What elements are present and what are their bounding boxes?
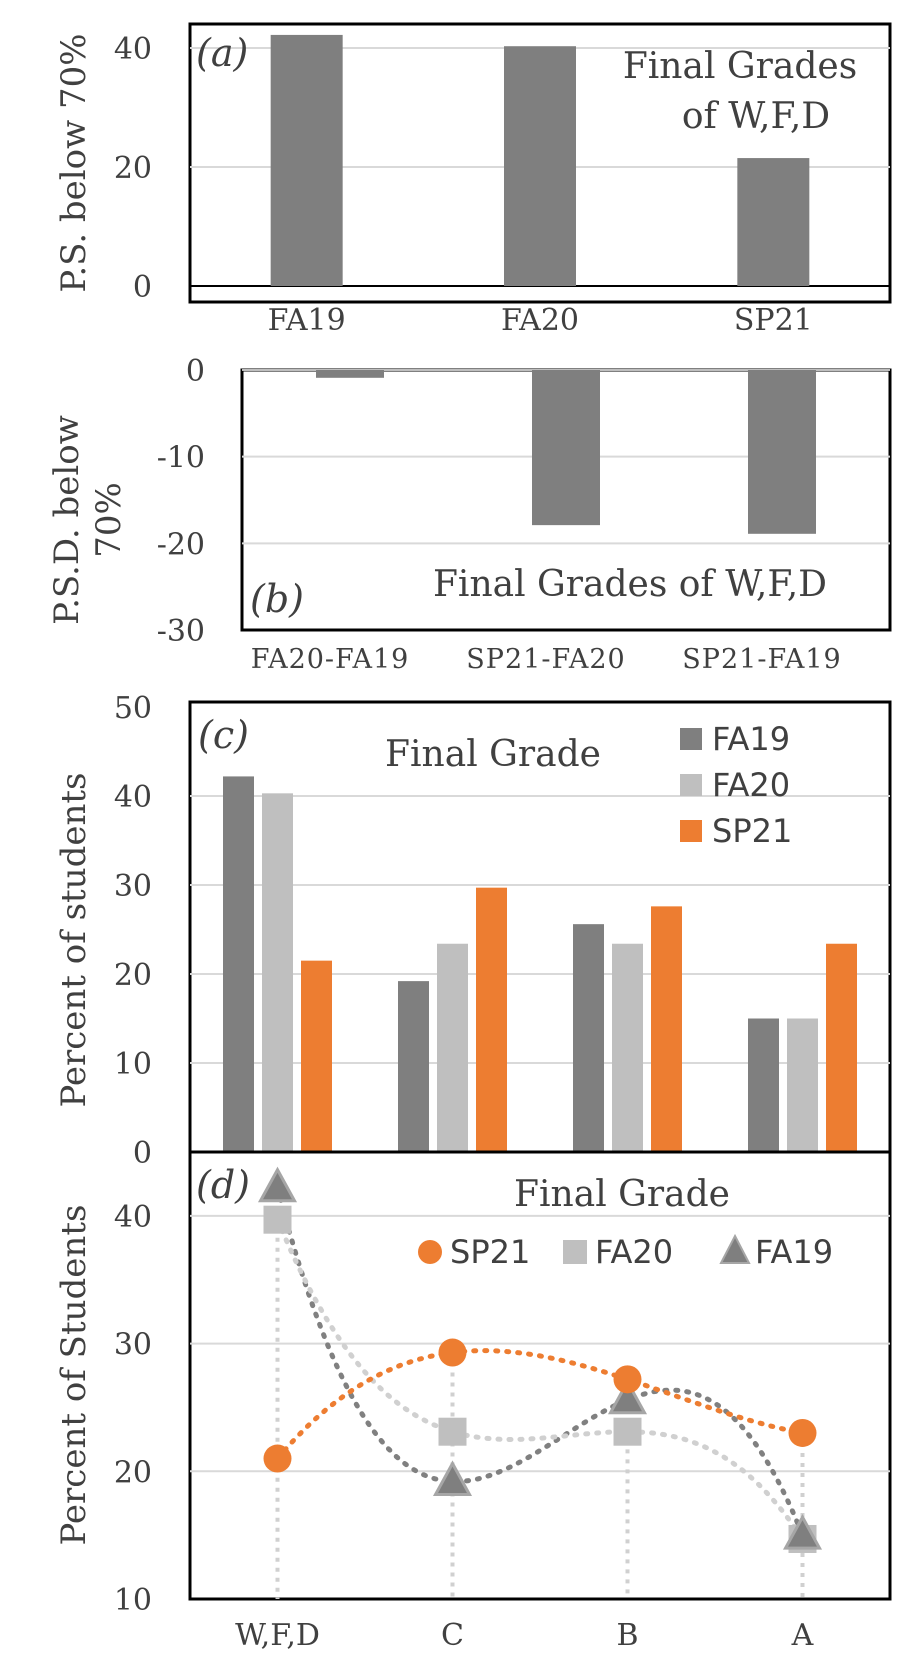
panel-d: 10 20 30 40 W,F,D C B A Percent of Students (d… (54, 1150, 892, 1653)
panel-c-bar-sp21-w-f-d (301, 960, 332, 1152)
panel-a-ytick: 40 (114, 32, 152, 67)
panel-d-legend-label-fa19: FA19 (755, 1233, 833, 1271)
panel-a-ytick: 0 (133, 270, 152, 305)
panel-c-ytick: 40 (114, 780, 152, 815)
panel-c-ytick: 20 (114, 958, 152, 993)
panel-d-ylabel: Percent of Students (54, 1205, 94, 1546)
panel-d-point-sp21-w-f-d (263, 1444, 292, 1473)
panel-b-bar-sp21-fa20 (532, 370, 600, 526)
panel-b-xtick-sp21-fa19: SP21-FA19 (682, 644, 841, 675)
panel-c-bar-fa19-a (748, 1018, 779, 1152)
panel-b-ytick: -30 (157, 614, 205, 649)
panel-d-ytick: 10 (114, 1583, 152, 1618)
panel-c-bar-fa20-w-f-d (262, 793, 293, 1152)
panel-c-bar-sp21-a (826, 943, 857, 1152)
panel-b-ylabel-line-1: P.S.D. below (47, 415, 87, 625)
panel-d-trend-fa20 (275, 1217, 805, 1542)
panel-d-point-fa20-c (438, 1417, 467, 1446)
panel-c: 0 10 20 30 40 50 Percent of students (c) Fina… (54, 691, 892, 1171)
panel-c-bar-fa19-b (573, 924, 604, 1152)
panel-c-legend-label-sp21: SP21 (712, 812, 792, 850)
panel-d-xtick-b: B (616, 1618, 638, 1653)
panel-c-bar-fa19-c (398, 981, 429, 1152)
panel-d-ytick: 40 (114, 1200, 152, 1235)
panel-d-xtick-a: A (791, 1618, 814, 1653)
panel-c-ylabel: Percent of students (54, 772, 94, 1107)
panel-d-xtick-w-f-d: W,F,D (235, 1618, 320, 1653)
panel-c-legend-swatch-fa20 (680, 774, 702, 796)
panel-d-legend: SP21 FA20 FA19 (418, 1233, 833, 1271)
panel-c-legend-swatch-sp21 (680, 820, 702, 842)
panel-d-point-fa19-a (782, 1514, 823, 1550)
panel-d-legend-marker-sp21 (418, 1240, 442, 1264)
panel-a-xtick-fa20: FA20 (501, 303, 579, 338)
panel-d-legend-label-fa20: FA20 (595, 1233, 673, 1271)
panel-b-xtick-sp21-fa20: SP21-FA20 (466, 644, 625, 675)
panel-c-bar-sp21-b (651, 906, 682, 1152)
panel-a-ylabel: P.S. below 70% (54, 33, 94, 292)
panel-a-letter: (a) (196, 31, 248, 75)
panel-a-annotation-line-2: of W,F,D (682, 96, 830, 137)
panel-a-xtick-sp21: SP21 (734, 303, 813, 338)
panel-b-ytick: -10 (157, 441, 205, 476)
panel-a: 0 20 40 FA19 FA20 SP21 P.S. below 70% (a) Fi… (54, 22, 892, 338)
panel-b-annotation: Final Grades of W,F,D (433, 564, 827, 605)
panel-d-trend-sp21 (275, 1348, 805, 1461)
panel-c-legend-swatch-fa19 (680, 728, 702, 750)
panel-a-bar-fa19 (270, 34, 343, 286)
panel-d-legend-marker-fa19 (719, 1233, 751, 1264)
panel-d-point-fa20-b (613, 1417, 642, 1446)
panel-d-point-fa19-b (607, 1378, 648, 1415)
panel-a-frame (188, 22, 892, 304)
panel-d-letter: (d) (196, 1163, 250, 1207)
panel-a-bar-fa20 (504, 46, 576, 287)
panel-c-legend: FA19 FA20 SP21 (680, 720, 792, 850)
panel-a-bar-sp21 (737, 158, 810, 286)
panel-d-ytick: 20 (114, 1455, 152, 1490)
panel-b-letter: (b) (250, 577, 304, 621)
panel-d-point-sp21-a (788, 1418, 817, 1447)
panel-c-annotation: Final Grade (385, 734, 601, 775)
panel-b-ytick: -20 (157, 527, 205, 562)
panel-c-ytick: 30 (114, 869, 152, 904)
panel-c-bar-fa20-b (612, 943, 643, 1152)
panel-d-annotation: Final Grade (514, 1174, 730, 1215)
panel-d-point-sp21-c (438, 1338, 467, 1367)
panel-c-letter: (c) (198, 713, 249, 757)
panel-c-ytick: 50 (114, 691, 152, 726)
panel-d-point-sp21-b (613, 1365, 642, 1394)
panel-d-point-fa19-w-f-d (257, 1166, 298, 1203)
panel-d-point-fa20-w-f-d (263, 1205, 292, 1234)
panel-a-ytick: 20 (114, 151, 152, 186)
panel-c-legend-label-fa20: FA20 (712, 766, 790, 804)
panel-a-xtick-fa19: FA19 (268, 303, 346, 338)
panel-b-bar-sp21-fa19 (748, 370, 816, 534)
panel-b-ytick: 0 (186, 354, 205, 389)
panel-c-ytick: 0 (133, 1136, 152, 1171)
panel-c-legend-label-fa19: FA19 (712, 720, 790, 758)
panel-a-annotation-line-1: Final Grades (623, 46, 857, 87)
panel-c-bar-fa19-w-f-d (223, 776, 254, 1152)
panel-d-legend-label-sp21: SP21 (450, 1233, 530, 1271)
panel-d-frame (188, 1150, 892, 1601)
panel-d-ytick: 30 (114, 1328, 152, 1363)
panel-d-trend-fa19 (275, 1185, 805, 1538)
panel-b-ylabel-line-2: 70% (89, 482, 129, 558)
panel-d-legend-marker-fa20 (563, 1240, 587, 1264)
panel-c-bar-fa20-a (787, 1018, 818, 1152)
panel-b: 0 -10 -20 -30 FA20-FA19 SP21-FA20 SP21-FA19 P… (47, 354, 892, 675)
panel-c-ytick: 10 (114, 1047, 152, 1082)
panel-b-bar-fa20-fa19 (316, 370, 384, 378)
panel-d-point-fa19-c (432, 1460, 473, 1497)
panel-d-xtick-c: C (441, 1618, 464, 1653)
panel-c-bar-fa20-c (437, 943, 468, 1152)
panel-b-xtick-fa20-fa19: FA20-FA19 (251, 644, 410, 675)
panel-c-bar-sp21-c (476, 887, 507, 1152)
